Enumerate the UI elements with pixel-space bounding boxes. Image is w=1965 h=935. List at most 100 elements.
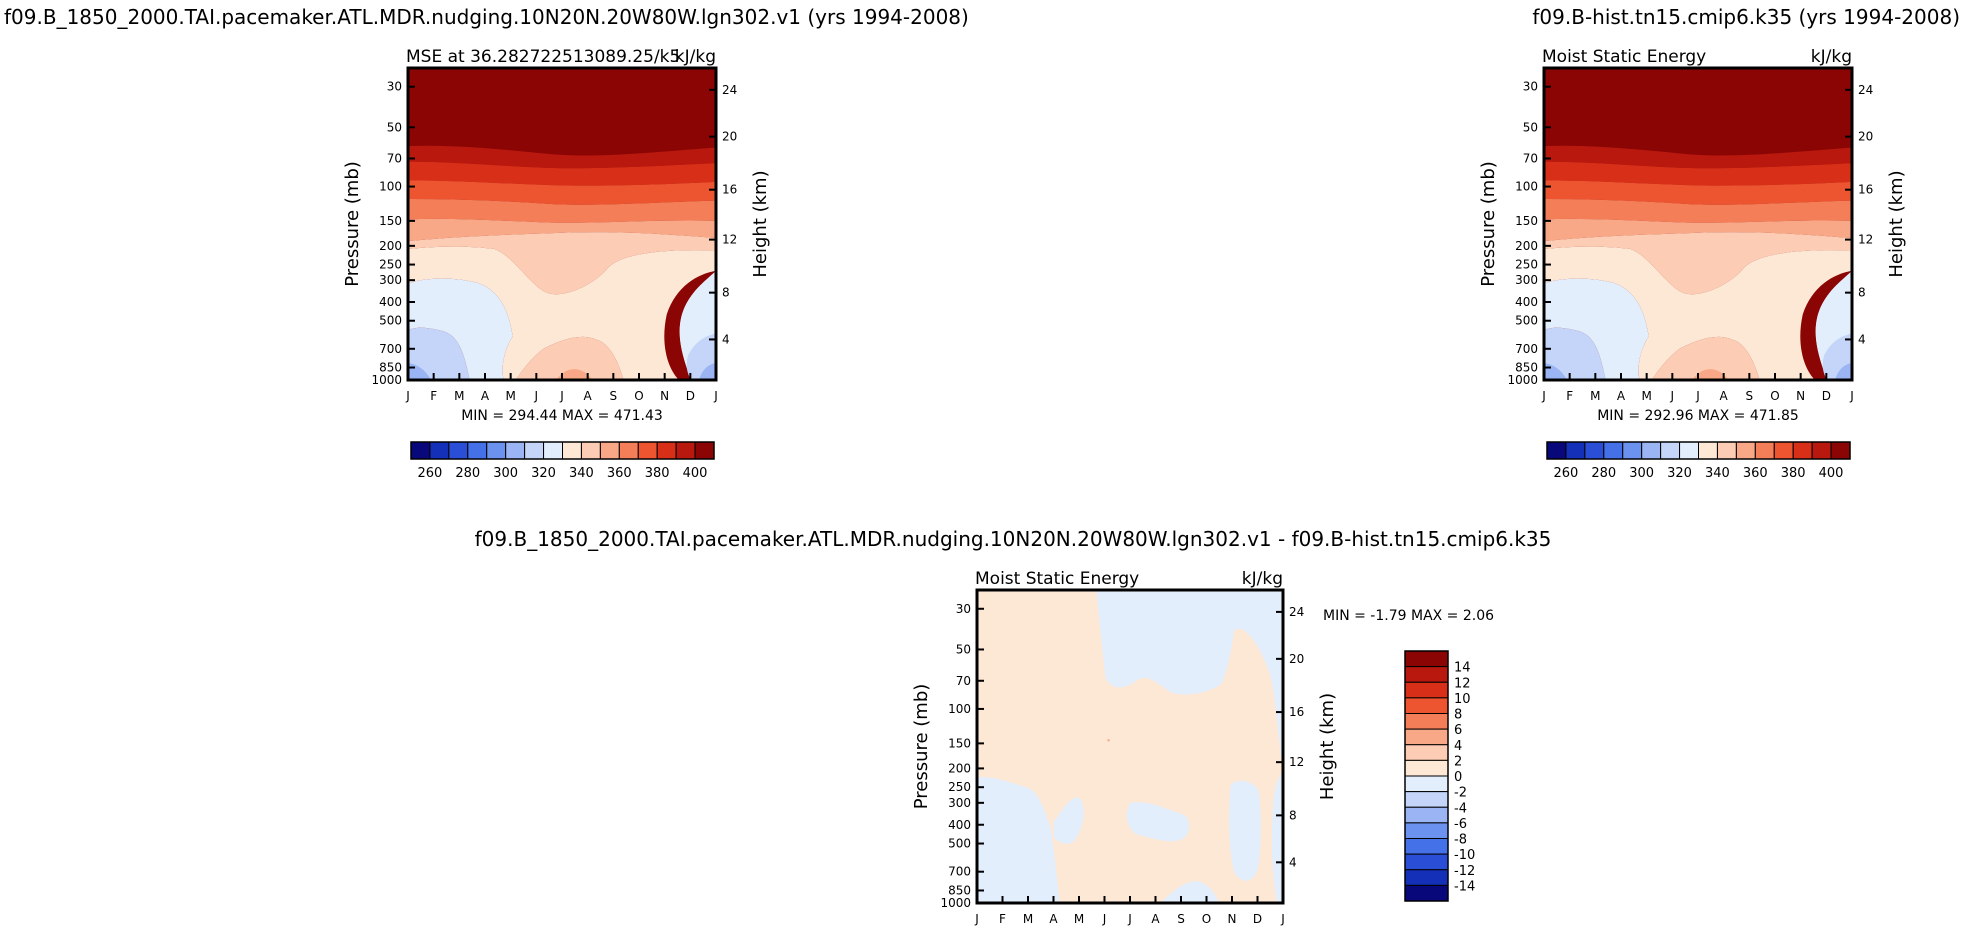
month-tick-label: F	[1566, 389, 1573, 403]
contour-band-3	[408, 180, 716, 205]
month-tick-label: J	[559, 389, 564, 403]
month-tick-label: D	[1253, 912, 1262, 926]
min-max-text: MIN = 292.96 MAX = 471.85	[1597, 408, 1799, 424]
colorbar-frame	[1404, 650, 1449, 902]
colorbar-box	[1679, 441, 1699, 460]
month-tick-label: M	[1074, 912, 1084, 926]
month-tick-label: O	[1770, 389, 1779, 403]
month-tick-label: A	[1617, 389, 1626, 403]
colorbar-box	[1404, 681, 1449, 699]
contour-layer	[1544, 68, 1852, 380]
month-tick-label: J	[1849, 389, 1854, 403]
month-tick-label: J	[713, 389, 718, 403]
colorbar-box	[618, 441, 639, 460]
colorbar-label: 260	[418, 466, 443, 481]
min-max-text: MIN = -1.79 MAX = 2.06	[1323, 608, 1494, 624]
contour-band-1	[408, 145, 716, 169]
colorbar-box	[410, 441, 431, 460]
month-tick-label: M	[1023, 912, 1033, 926]
contour-band-5	[408, 218, 716, 242]
colorbar-box	[1735, 441, 1756, 460]
height-tick-label: 12	[1289, 755, 1304, 769]
height-tick-label: 16	[1289, 705, 1304, 719]
colorbar-box	[1716, 441, 1737, 460]
height-tick-label: 16	[722, 183, 737, 197]
month-tick-label: A	[1151, 912, 1160, 926]
colorbar-box	[1404, 853, 1449, 871]
plot-area	[408, 68, 716, 380]
contour-band-12	[699, 362, 716, 380]
pressure-tick-label: 850	[379, 361, 402, 375]
colorbar-label: 340	[569, 466, 594, 481]
pressure-axis-label: Pressure (mb)	[911, 684, 932, 810]
colorbar-box	[675, 441, 696, 460]
pressure-tick-label: 850	[1515, 361, 1538, 375]
colorbar-box	[1830, 441, 1851, 460]
month-tick-label: M	[1641, 389, 1651, 403]
plot-subtitle-left: Moist Static Energy	[975, 569, 1139, 589]
colorbar-box	[1404, 806, 1449, 824]
contour-band-negative-1	[977, 777, 1060, 903]
height-tick-label: 16	[1858, 183, 1873, 197]
colorbar-box	[1404, 869, 1449, 886]
colorbar-box	[1404, 697, 1449, 714]
colorbar-label: 360	[1743, 466, 1768, 481]
contour-band-negative-0	[977, 590, 1283, 772]
colorbar-label: 320	[531, 466, 556, 481]
colorbar-box	[1754, 441, 1775, 460]
contour-layer	[977, 590, 1283, 903]
colorbar-label: 10	[1454, 692, 1471, 707]
month-tick-label: M	[505, 389, 515, 403]
colorbar-box	[505, 441, 526, 460]
colorbar-label: -2	[1454, 786, 1467, 801]
pressure-tick-label: 500	[948, 837, 971, 851]
contour-band-15	[555, 369, 593, 380]
pressure-tick-label: 70	[1523, 151, 1538, 165]
colorbar-frame	[1546, 441, 1851, 460]
month-tick-label: M	[454, 389, 464, 403]
month-tick-label: N	[660, 389, 669, 403]
height-tick-label: 12	[1858, 233, 1873, 247]
pressure-axis-label: Pressure (mb)	[1478, 161, 1499, 287]
colorbar-box	[1404, 744, 1449, 761]
height-tick-label: 4	[722, 332, 730, 346]
pressure-tick-label: 30	[1523, 80, 1538, 94]
height-tick-label: 24	[722, 83, 737, 97]
pressure-tick-label: 200	[1515, 239, 1538, 253]
pressure-tick-label: 1000	[371, 373, 402, 387]
colorbar-label: 4	[1454, 739, 1462, 754]
month-tick-label: J	[974, 912, 979, 926]
contour-band-negative-5	[1160, 881, 1219, 903]
colorbar-label: 400	[683, 466, 708, 481]
colorbar-label: -14	[1454, 879, 1475, 894]
contour-band-1	[1544, 145, 1852, 169]
colorbar-box	[1584, 441, 1605, 460]
contour-band-negative-6	[1228, 780, 1261, 881]
month-tick-label: J	[1102, 912, 1107, 926]
month-tick-label: S	[1177, 912, 1185, 926]
pressure-tick-label: 50	[387, 120, 402, 134]
pressure-tick-label: 300	[1515, 273, 1538, 287]
colorbar-box	[1404, 775, 1449, 793]
colorbar-box	[1404, 666, 1449, 683]
colorbar-label: 260	[1554, 466, 1579, 481]
colorbar-box	[1698, 441, 1718, 460]
colorbar-label: 0	[1454, 770, 1462, 785]
month-tick-label: N	[1796, 389, 1805, 403]
pressure-tick-label: 700	[1515, 342, 1538, 356]
colorbar-label: 280	[455, 466, 480, 481]
height-tick-label: 20	[722, 130, 737, 144]
month-tick-label: J	[1670, 389, 1675, 403]
month-tick-label: N	[1228, 912, 1237, 926]
month-tick-label: A	[584, 389, 593, 403]
month-tick-label: F	[999, 912, 1006, 926]
colorbar-box	[486, 441, 507, 460]
pressure-tick-label: 400	[379, 295, 402, 309]
pressure-tick-label: 300	[948, 796, 971, 810]
contour-band-negative-4	[1126, 802, 1190, 842]
pressure-tick-label: 850	[948, 883, 971, 897]
contour-band-negative-3	[1053, 797, 1084, 844]
pressure-tick-label: 250	[1515, 258, 1538, 272]
colorbar-label: 320	[1667, 466, 1692, 481]
